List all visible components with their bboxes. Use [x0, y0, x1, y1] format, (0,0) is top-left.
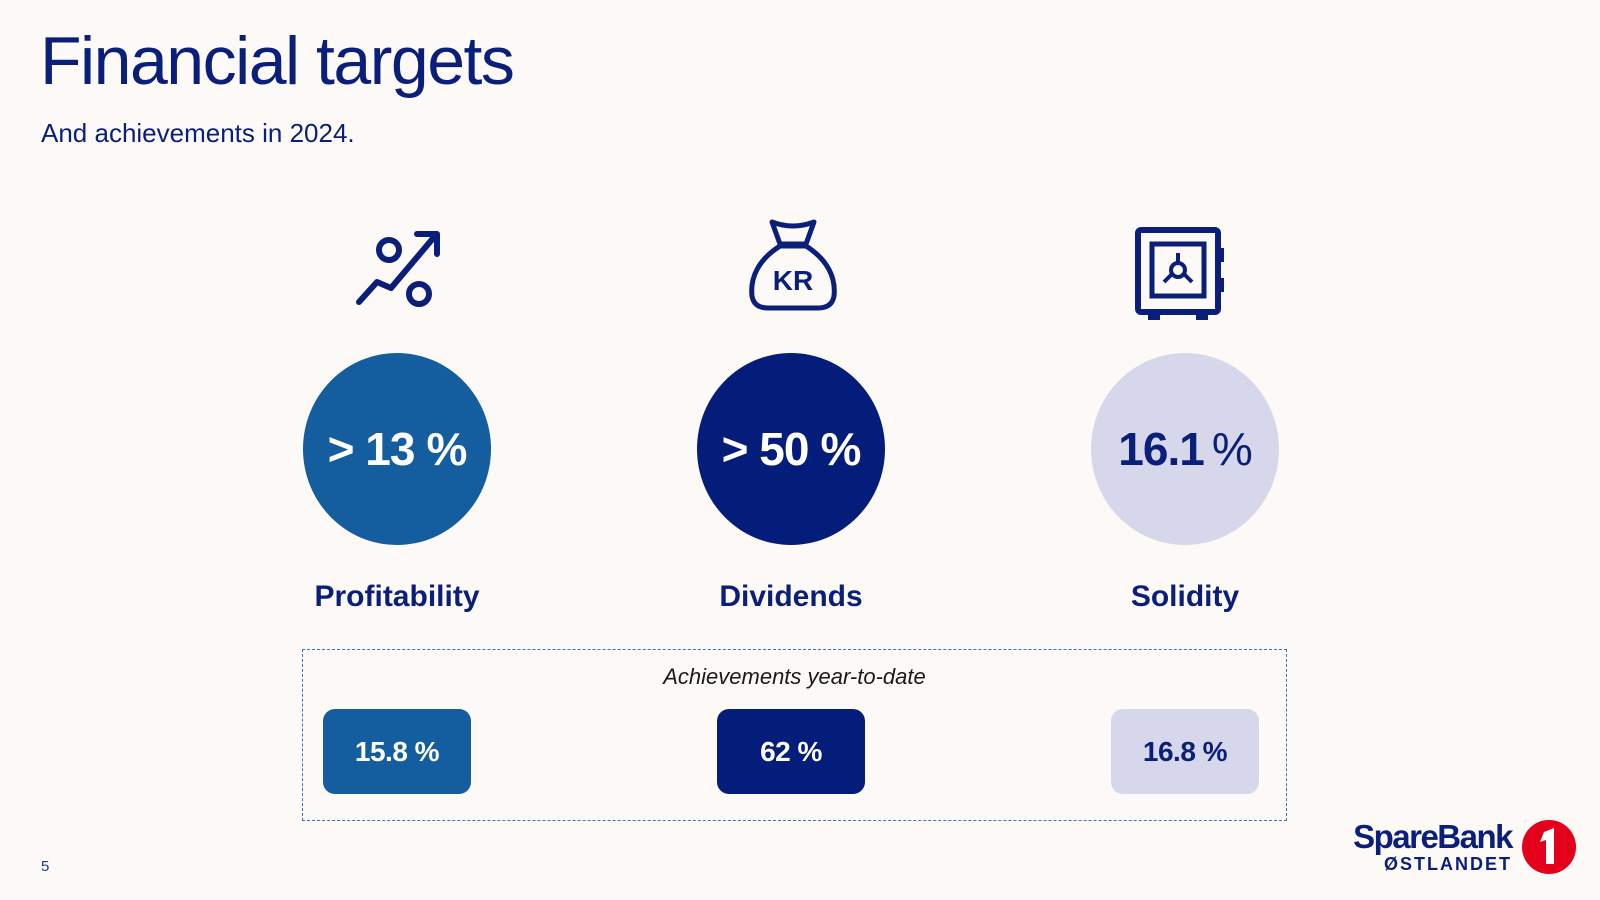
safe-icon	[1135, 227, 1224, 320]
percent-growth-icon	[356, 231, 440, 307]
profitability-target-unit: %	[426, 423, 467, 475]
solidity-target-value: 16.1	[1118, 423, 1205, 475]
solidity-label: Solidity	[1130, 580, 1240, 613]
dividends-target-unit: %	[820, 423, 861, 475]
solidity-achievement: 16.8 %	[1111, 709, 1259, 794]
solidity-target-circle: 16.1 %	[1091, 353, 1279, 545]
page-number: 5	[41, 858, 50, 875]
profitability-target-circle: > 13 %	[303, 353, 491, 545]
slide-subtitle: And achievements in 2024.	[41, 118, 355, 148]
solidity-target-unit: %	[1211, 423, 1253, 475]
dividends-label: Dividends	[719, 580, 863, 613]
profitability-achievement: 15.8 %	[323, 709, 471, 794]
dividends-target-circle: > 50 %	[697, 353, 885, 545]
sparebank-logo: SpareBank ØSTLANDET	[1348, 814, 1578, 880]
dividends-achievement: 62 %	[717, 709, 865, 794]
achievements-title: Achievements year-to-date	[663, 664, 926, 689]
slide-title: Financial targets	[40, 23, 515, 99]
profitability-target-value: > 13	[327, 423, 416, 475]
logo-subname: ØSTLANDET	[1384, 854, 1512, 874]
dividends-target-value: > 50	[721, 423, 810, 475]
sparebank-one-badge-icon	[1522, 820, 1576, 874]
money-bag-label: KR	[773, 265, 813, 296]
money-bag-kr-icon: KR	[749, 219, 837, 311]
profitability-label: Profitability	[314, 580, 480, 613]
logo-name: SpareBank	[1353, 818, 1513, 855]
achievements-box: Achievements year-to-date 15.8 % 62 % 16…	[302, 649, 1287, 821]
